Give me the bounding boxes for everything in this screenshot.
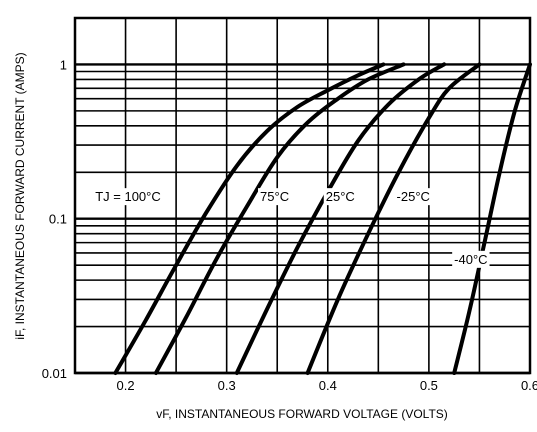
y-tick-label: 0.1 <box>49 212 67 227</box>
x-tick-label: 0.5 <box>420 378 438 393</box>
plot-frame <box>73 16 532 375</box>
temperature-curves <box>113 62 532 375</box>
curve-label-background <box>452 250 490 268</box>
x-axis-title: vF, INSTANTANEOUS FORWARD VOLTAGE (VOLTS… <box>156 407 448 421</box>
x-tick-label: 0.2 <box>117 378 135 393</box>
curve-line <box>452 62 532 375</box>
curve-labels: TJ = 100°C 75°C 25°C -25°C -40°C <box>93 188 490 268</box>
y-tick-label: 1 <box>60 57 67 72</box>
y-tick-labels: 0.01 0.1 1 <box>42 57 67 381</box>
x-tick-label: 0.4 <box>319 378 337 393</box>
curve-label: -40°C <box>454 252 487 267</box>
curve-label-background <box>93 188 163 206</box>
curve-label: -25°C <box>397 189 430 204</box>
curve-label: 75°C <box>260 189 289 204</box>
curve-line <box>234 62 447 375</box>
curve-line <box>113 62 386 375</box>
curve-label-background <box>258 188 292 206</box>
curve-label-background <box>323 188 357 206</box>
curve-label-background <box>394 188 432 206</box>
curve-line <box>305 62 482 375</box>
x-tick-labels: 0.2 0.3 0.4 0.5 0.6 <box>117 378 537 393</box>
curve-label: 25°C <box>326 189 355 204</box>
x-tick-label: 0.6 <box>521 378 537 393</box>
y-tick-label: 0.01 <box>42 366 67 381</box>
curve-line <box>153 62 406 375</box>
x-tick-label: 0.3 <box>218 378 236 393</box>
curve-label: TJ = 100°C <box>95 189 161 204</box>
y-axis-title: iF, INSTANTANEOUS FORWARD CURRENT (AMPS) <box>13 52 27 339</box>
